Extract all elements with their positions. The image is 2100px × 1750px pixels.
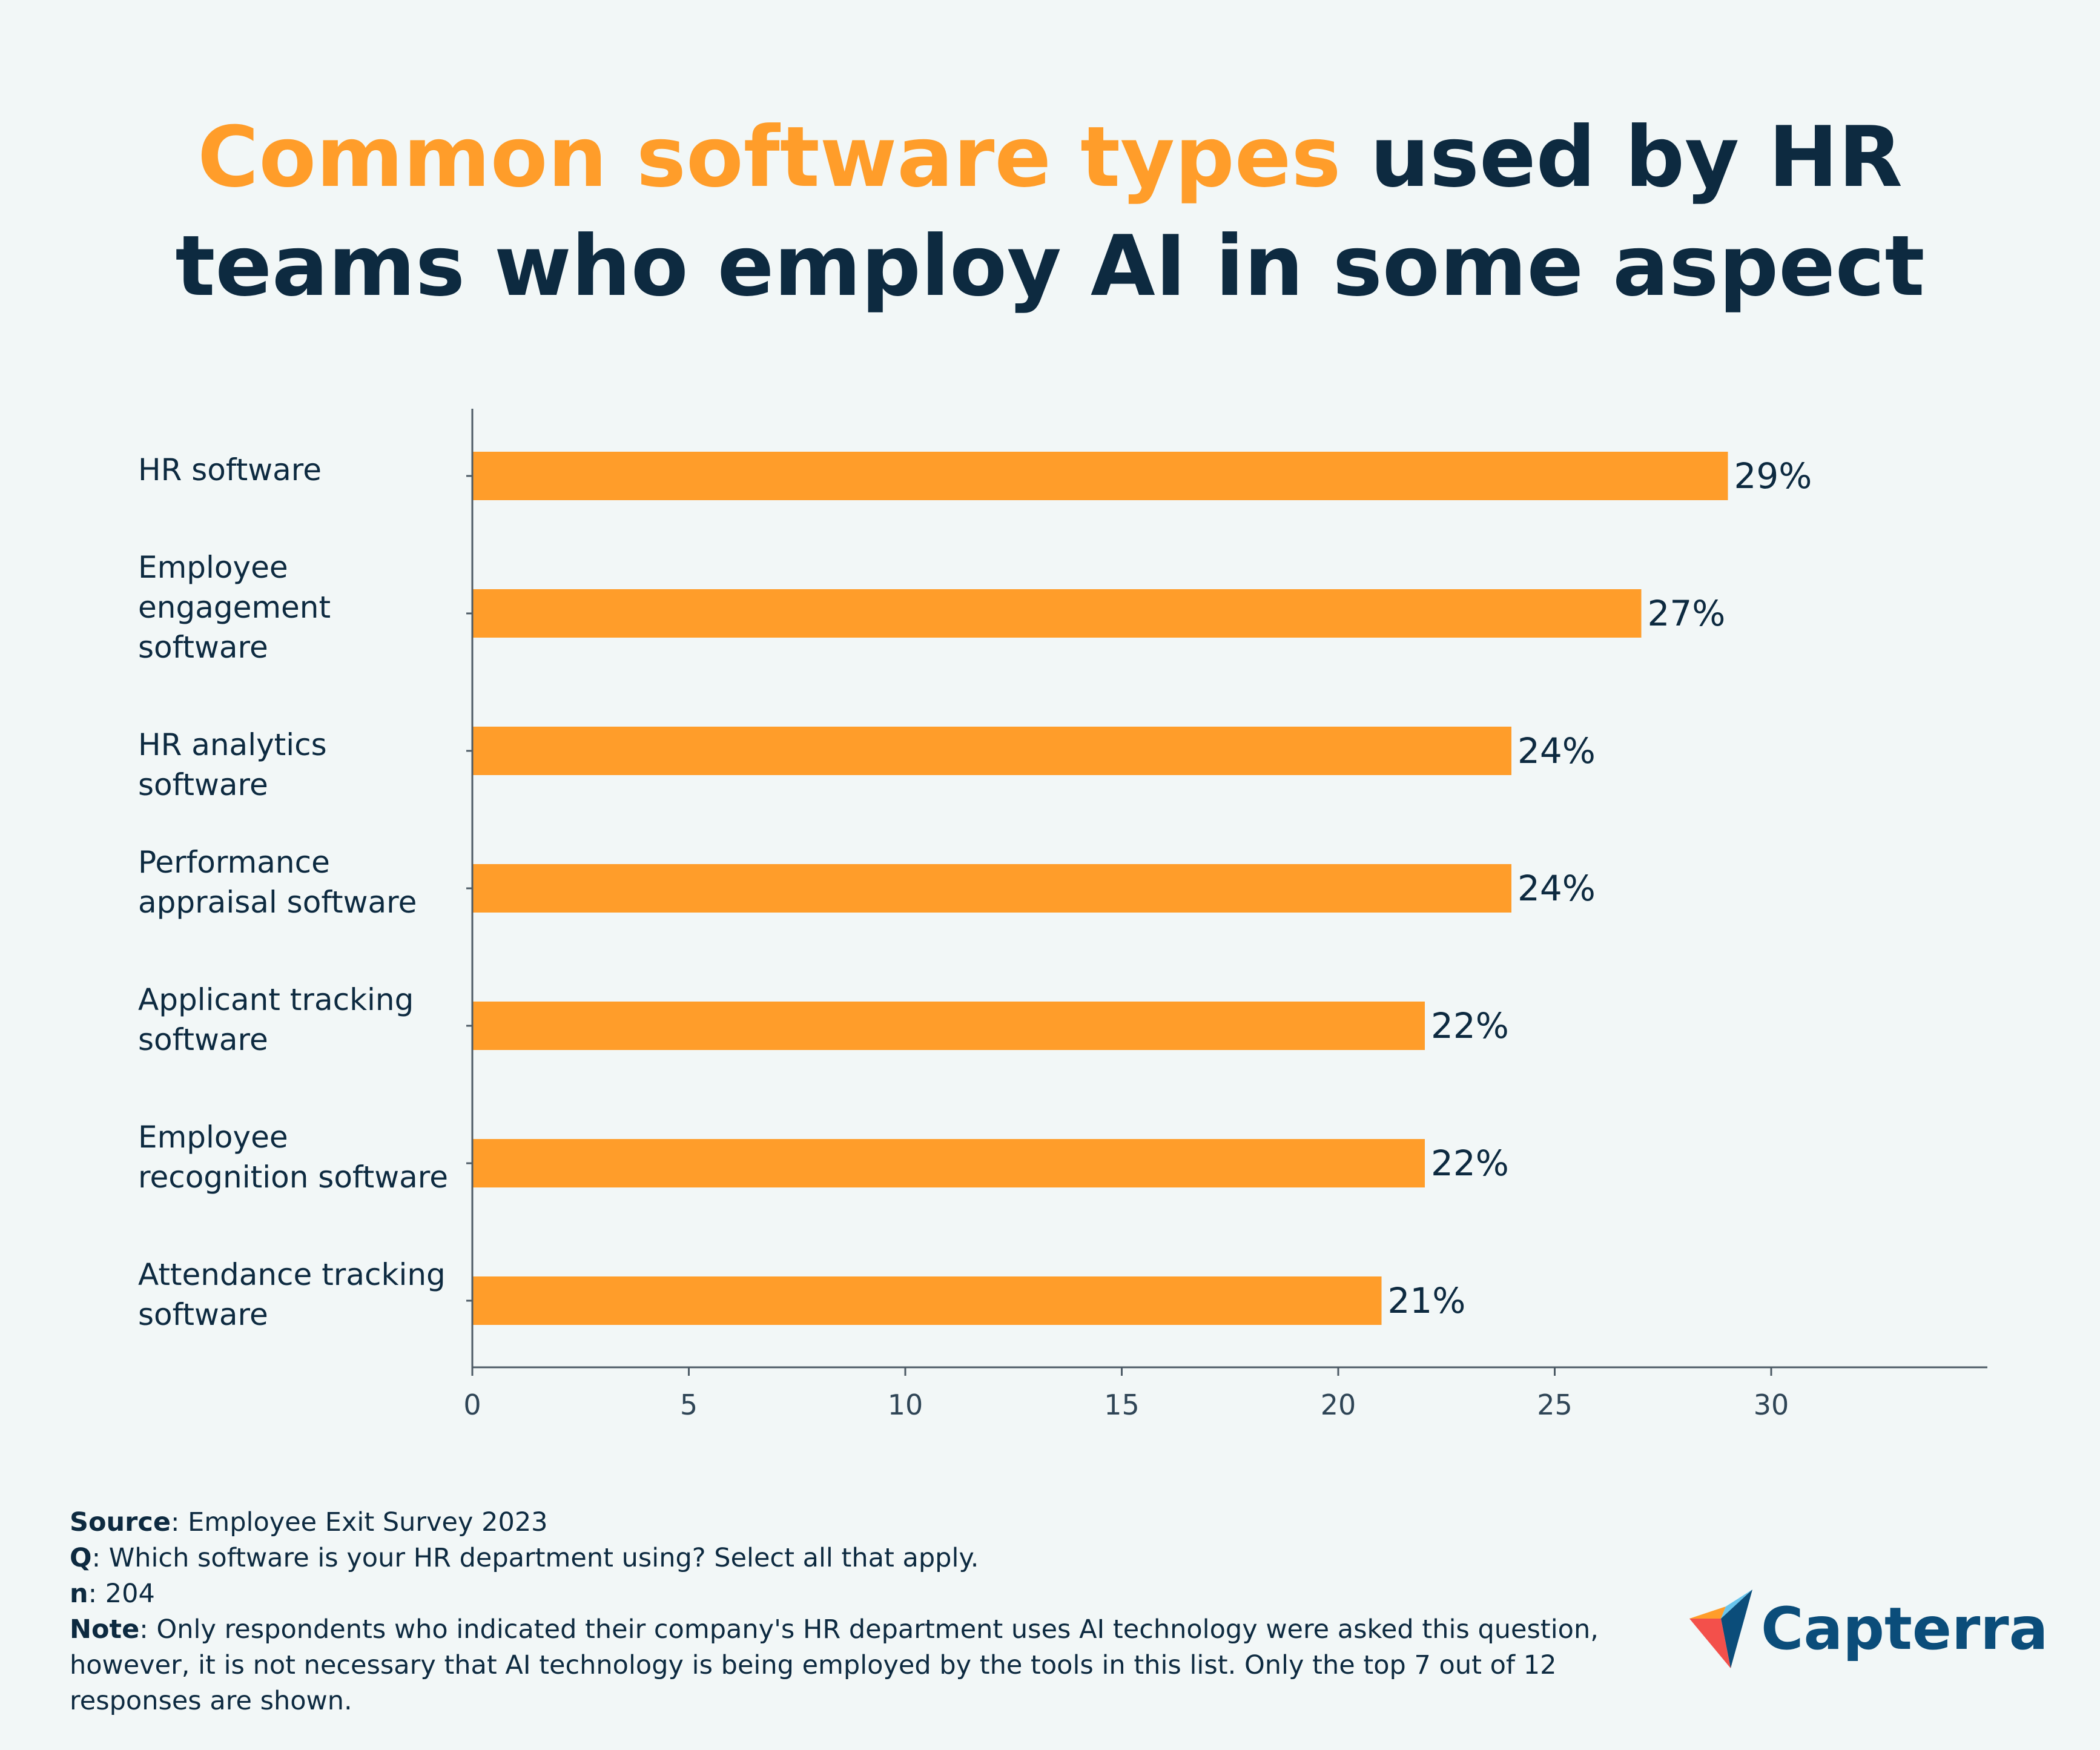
category-label: Employee recognition software [138, 1120, 449, 1195]
bar-value-label: 29% [1734, 455, 1812, 497]
x-tick-label: 0 [463, 1388, 481, 1421]
category-label: Applicant tracking software [138, 982, 414, 1057]
x-ticks: 0 5 10 15 20 25 30 [463, 475, 1789, 1421]
note-line: Note: Only respondents who indicated the… [70, 1614, 1599, 1716]
x-tick-label: 20 [1321, 1388, 1356, 1421]
title-accent: Common software types [197, 108, 1341, 206]
bar [472, 864, 1511, 913]
bar-value-label: 24% [1517, 730, 1596, 771]
x-tick-label: 10 [888, 1388, 923, 1421]
x-tick-label: 15 [1104, 1388, 1140, 1421]
title-line2: teams who employ AI in some aspect [175, 217, 1925, 315]
capterra-logo: Capterra [1689, 1590, 2048, 1668]
chart-title: Common software types used by HR teams w… [0, 103, 2100, 321]
category-label: HR analytics software [138, 727, 327, 802]
sample-size-line: n: 204 [70, 1579, 155, 1609]
x-tick-label: 30 [1754, 1388, 1789, 1421]
category-label: Attendance tracking software [138, 1257, 446, 1332]
bar-chart: 29% 27% 24% 24% 22% 22% 21% 0 5 10 15 20 25 30 [463, 409, 1987, 1421]
bar-value-label: 21% [1388, 1280, 1466, 1321]
capterra-logo-icon [1689, 1590, 1752, 1668]
title-line1-rest: used by HR [1341, 108, 1903, 206]
bar [472, 452, 1728, 500]
bar [472, 727, 1511, 775]
category-label: Performance appraisal software [138, 845, 417, 920]
bar-value-label: 22% [1431, 1005, 1509, 1046]
bar [472, 1139, 1425, 1187]
capterra-logo-text: Capterra [1761, 1595, 2049, 1663]
bar-value-label: 22% [1431, 1143, 1509, 1184]
bar-value-label: 27% [1648, 593, 1726, 634]
x-tick-label: 5 [680, 1388, 698, 1421]
x-tick-label: 25 [1537, 1388, 1573, 1421]
footer-notes: Source: Employee Exit Survey 2023 Q: Whi… [70, 1505, 1620, 1719]
bar [472, 589, 1642, 638]
bar [472, 1276, 1382, 1325]
bar [472, 1002, 1425, 1050]
bar-value-label: 24% [1517, 868, 1596, 909]
category-label: Employee engagement software [138, 550, 331, 665]
bars-layer: 29% 27% 24% 24% 22% 22% 21% [472, 452, 1812, 1325]
category-label: HR software [138, 452, 322, 487]
question-line: Q: Which software is your HR department … [70, 1543, 979, 1573]
source-line: Source: Employee Exit Survey 2023 [70, 1507, 548, 1537]
